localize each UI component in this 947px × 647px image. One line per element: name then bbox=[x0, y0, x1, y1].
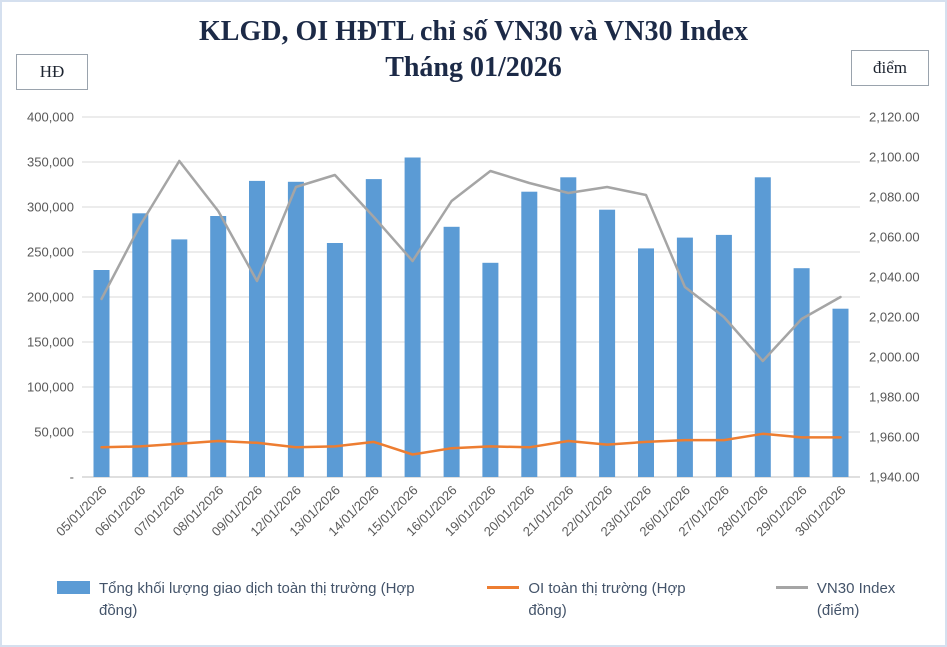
svg-text:1,940.00: 1,940.00 bbox=[869, 470, 920, 485]
svg-text:250,000: 250,000 bbox=[27, 245, 74, 260]
svg-text:2,080.00: 2,080.00 bbox=[869, 190, 920, 205]
svg-text:1,980.00: 1,980.00 bbox=[869, 390, 920, 405]
volume-bar bbox=[676, 237, 693, 477]
vn30-line bbox=[100, 159, 842, 363]
right-axis-unit-label: điểm bbox=[873, 58, 907, 77]
volume-bar bbox=[326, 243, 343, 477]
svg-text:-: - bbox=[70, 470, 74, 485]
volume-bar bbox=[287, 181, 304, 478]
chart-legend: Tổng khối lượng giao dịch toàn thị trườn… bbox=[57, 578, 937, 622]
volume-bar bbox=[793, 268, 810, 477]
volume-bar bbox=[521, 191, 538, 477]
volume-bar bbox=[715, 234, 732, 477]
left-axis-tick-labels: 400,000 350,000 300,000 250,000 200,000 150,0… bbox=[27, 110, 74, 485]
legend-label-oi: OI toàn thị trường (Hợp đồng) bbox=[528, 580, 686, 619]
left-axis-unit-box: HĐ bbox=[16, 54, 88, 90]
volume-bar bbox=[443, 226, 460, 477]
volume-bar bbox=[599, 209, 616, 477]
svg-text:2,060.00: 2,060.00 bbox=[869, 230, 920, 245]
volume-bar bbox=[638, 248, 654, 477]
svg-text:400,000: 400,000 bbox=[27, 110, 74, 125]
volume-bar bbox=[832, 308, 849, 477]
chart-title-line-2: Tháng 01/2026 bbox=[385, 52, 562, 84]
volume-bar bbox=[560, 177, 577, 478]
svg-text:100,000: 100,000 bbox=[27, 380, 74, 395]
volume-bar bbox=[482, 262, 499, 477]
vn30-series-swatch-icon bbox=[775, 586, 808, 589]
svg-text:2,100.00: 2,100.00 bbox=[869, 150, 920, 165]
svg-text:2,000.00: 2,000.00 bbox=[869, 350, 920, 365]
oi-line bbox=[100, 432, 842, 456]
left-axis-unit-label: HĐ bbox=[39, 62, 65, 81]
svg-text:200,000: 200,000 bbox=[27, 290, 74, 305]
right-axis-unit-box: điểm bbox=[851, 50, 929, 86]
right-axis-tick-labels: 2,120.00 2,100.00 2,080.00 2,060.00 2,040.00… bbox=[869, 110, 920, 485]
legend-item-volume: Tổng khối lượng giao dịch toàn thị trườn… bbox=[57, 578, 432, 622]
svg-text:2,120.00: 2,120.00 bbox=[869, 110, 920, 125]
chart-svg: 400,000 350,000 300,000 250,000 200,000 150,0… bbox=[27, 110, 920, 540]
volume-bar bbox=[404, 157, 421, 477]
volume-bar bbox=[210, 216, 227, 477]
volume-bar bbox=[365, 179, 382, 477]
volume-series-swatch-icon bbox=[57, 581, 90, 594]
gridlines bbox=[82, 116, 860, 478]
svg-text:50,000: 50,000 bbox=[34, 425, 74, 440]
svg-text:1,960.00: 1,960.00 bbox=[869, 430, 920, 445]
volume-bar bbox=[93, 270, 110, 477]
svg-text:2,040.00: 2,040.00 bbox=[869, 270, 920, 285]
legend-item-oi: OI toàn thị trường (Hợp đồng) bbox=[487, 578, 721, 622]
oi-series-swatch-icon bbox=[487, 586, 520, 589]
svg-text:300,000: 300,000 bbox=[27, 200, 74, 215]
legend-label-vn30: VN30 Index (điểm) bbox=[816, 580, 896, 619]
volume-bar bbox=[132, 213, 149, 478]
svg-text:2,020.00: 2,020.00 bbox=[869, 310, 920, 325]
x-axis-labels: 05/01/202606/01/202607/01/202608/01/2026… bbox=[53, 483, 849, 540]
svg-text:350,000: 350,000 bbox=[27, 155, 74, 170]
chart-title-line-1: KLGD, OI HĐTL chỉ số VN30 và VN30 Index bbox=[199, 16, 748, 47]
volume-bar bbox=[171, 239, 188, 477]
volume-bar bbox=[754, 177, 771, 478]
volume-bar bbox=[249, 180, 265, 477]
bars-volume bbox=[93, 157, 849, 478]
legend-label-volume: Tổng khối lượng giao dịch toàn thị trườn… bbox=[99, 580, 415, 619]
chart-title: KLGD, OI HĐTL chỉ số VN30 và VN30 Index … bbox=[2, 14, 945, 87]
svg-text:150,000: 150,000 bbox=[27, 335, 74, 350]
legend-item-vn30: VN30 Index (điểm) bbox=[775, 578, 937, 622]
